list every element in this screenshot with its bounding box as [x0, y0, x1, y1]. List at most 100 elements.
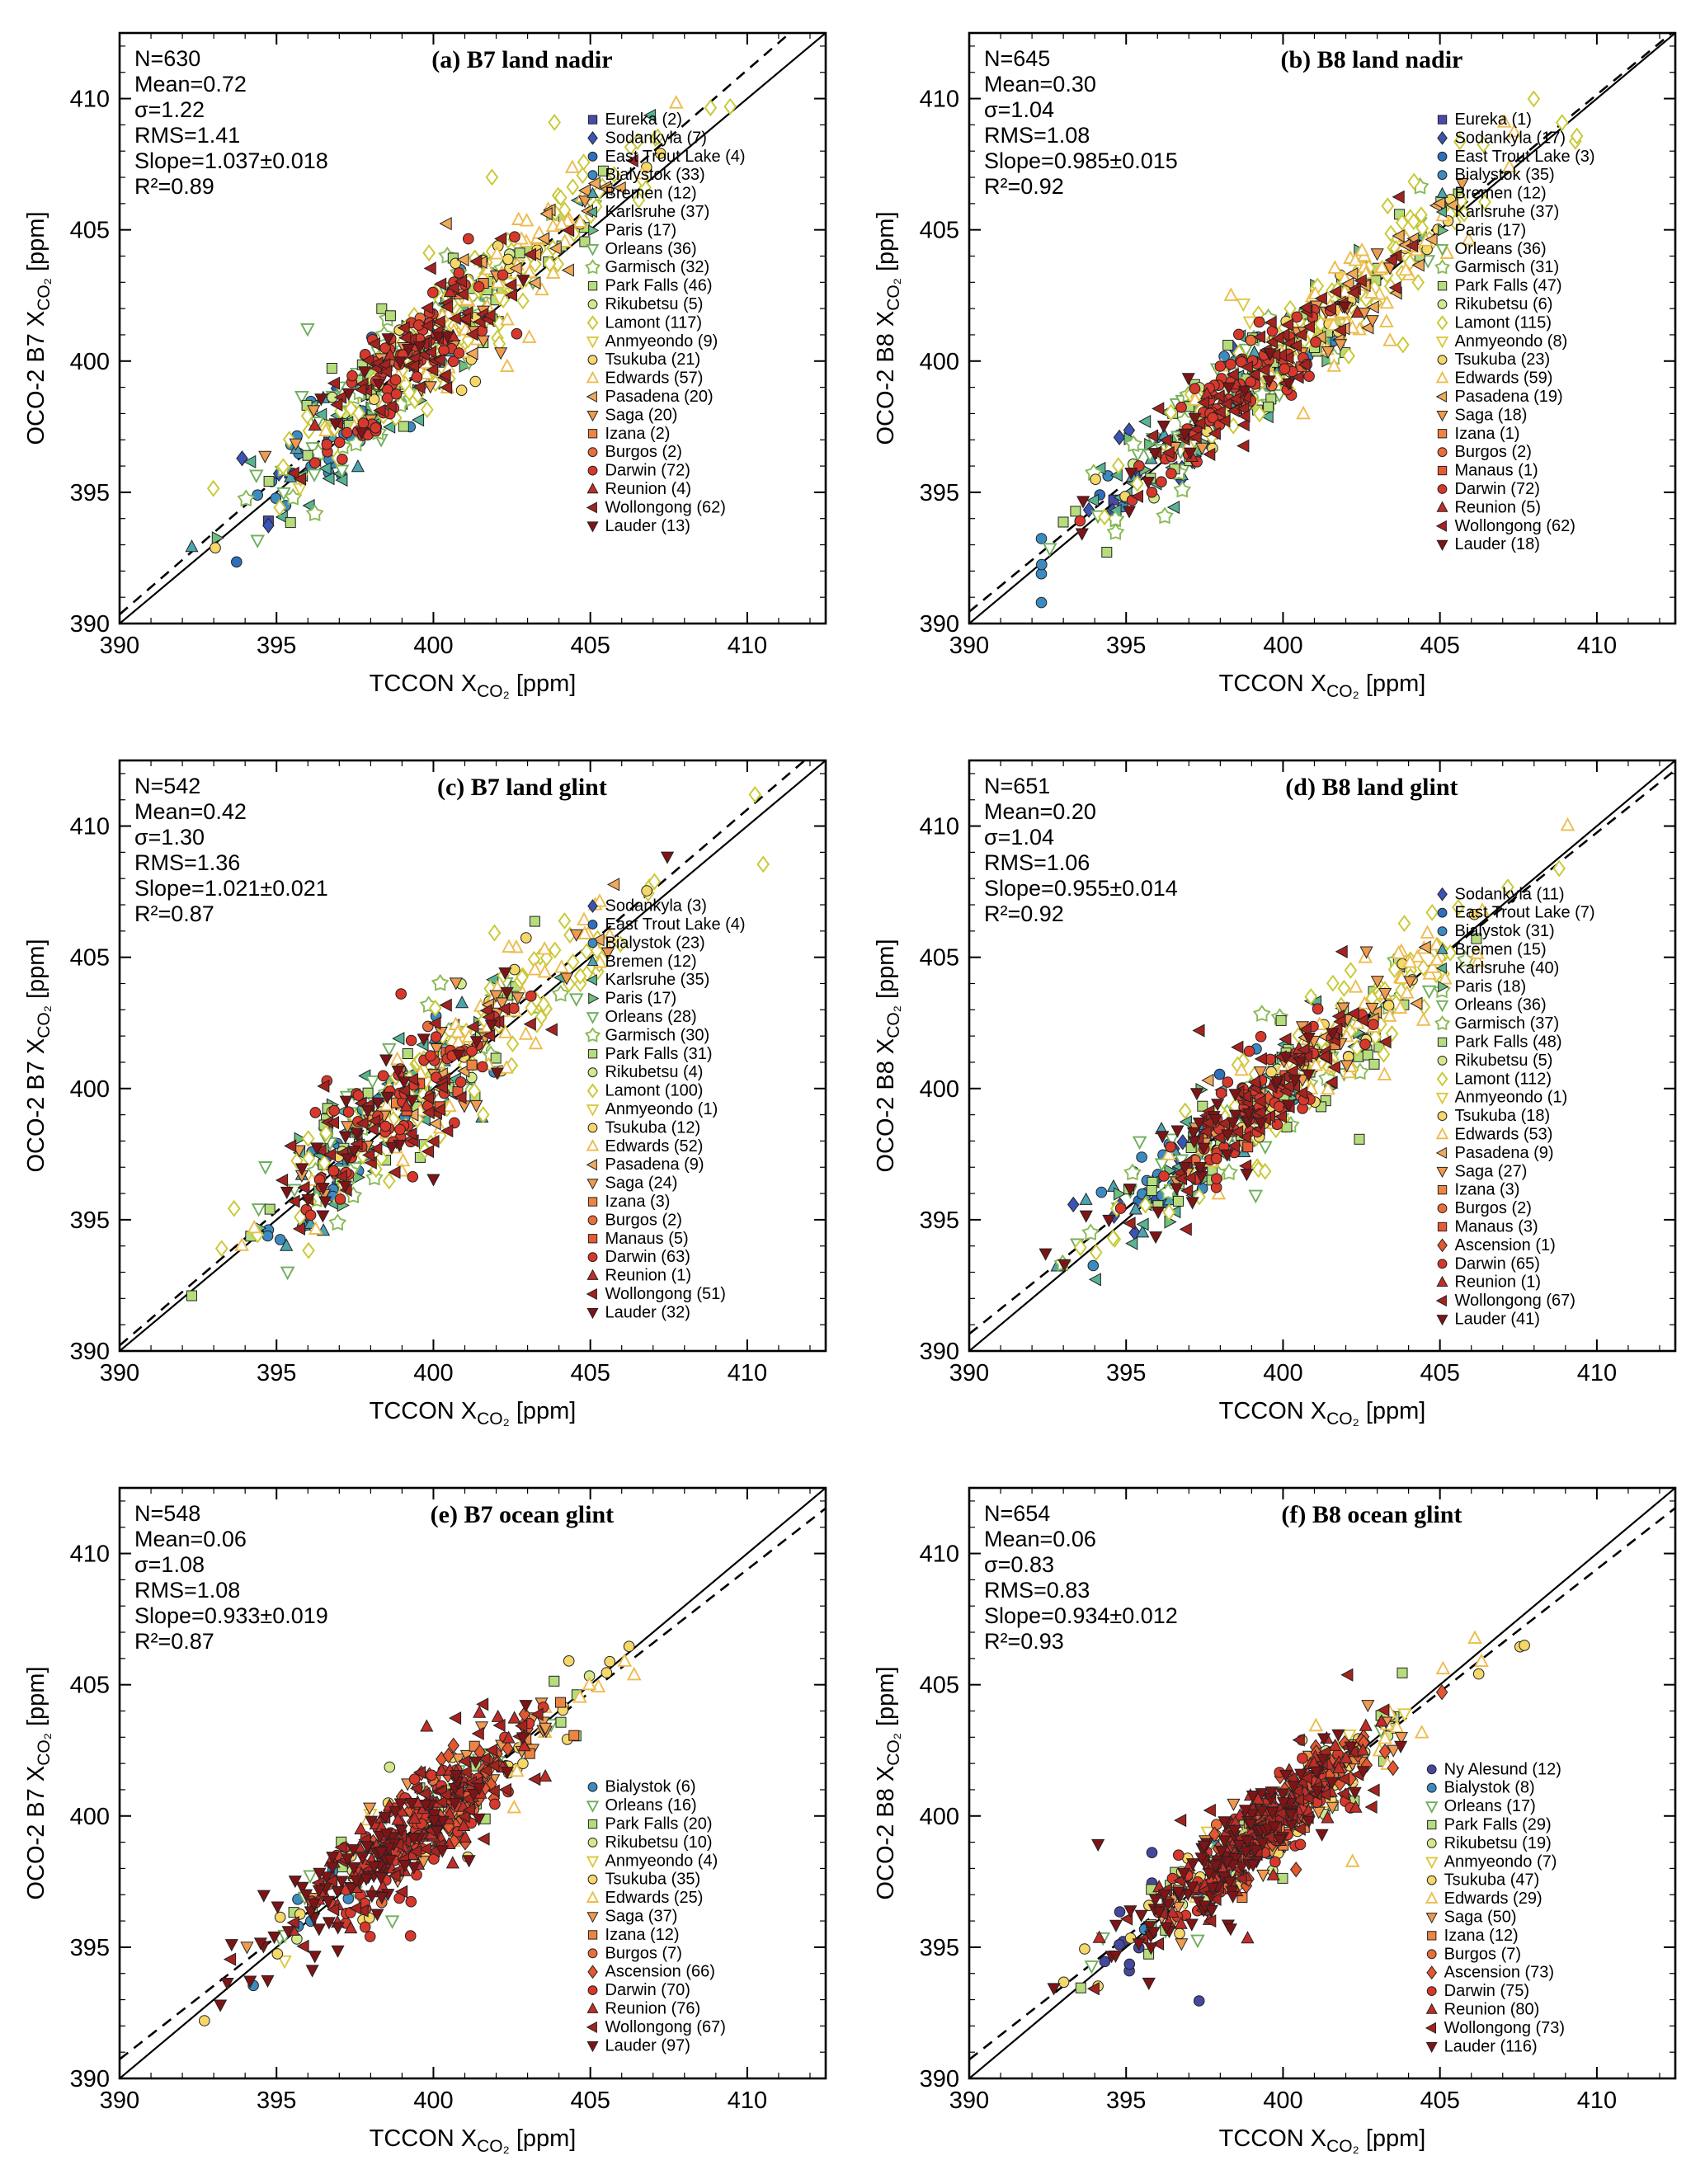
stats-line: Slope=1.037±0.018: [134, 148, 328, 173]
legend-item: Bialystok (8): [1426, 1779, 1535, 1797]
legend-item: Ascension (1): [1437, 1236, 1556, 1254]
legend: Ny Alesund (12)Bialystok (8)Orleans (17)…: [1425, 1760, 1565, 2055]
legend-label: Edwards (57): [605, 369, 704, 388]
stats-line: R²=0.89: [134, 174, 214, 199]
y-tick-label: 410: [920, 1542, 959, 1568]
fit-line: [120, 1507, 826, 2060]
legend-item: Tsukuba (35): [587, 1871, 700, 1889]
legend-label: Ny Alesund (12): [1444, 1760, 1561, 1778]
scatter-layer: [185, 95, 737, 568]
legend-item: Paris (17): [588, 990, 676, 1008]
stats-line: N=542: [134, 774, 200, 798]
y-axis-label: OCO-2 B8 XCO₂ [ppm]: [873, 939, 903, 1172]
stats-line: Mean=0.30: [984, 72, 1096, 96]
y-tick-label: 400: [920, 1076, 959, 1103]
y-axis-label: OCO-2 B7 XCO₂ [ppm]: [23, 211, 54, 445]
legend-label: Lauder (41): [1455, 1310, 1540, 1328]
y-tick-label: 395: [920, 480, 959, 506]
legend-item: Tsukuba (12): [587, 1118, 700, 1137]
legend-item: Garmisch (31): [1434, 258, 1559, 276]
legend-item: Izana (2): [587, 425, 670, 443]
legend-label: Ascension (66): [605, 1963, 715, 1981]
legend-label: Bialystok (6): [605, 1778, 696, 1796]
stats-line: Slope=0.934±0.012: [984, 1603, 1178, 1628]
legend-item: Park Falls (47): [1437, 277, 1562, 295]
legend-label: Saga (18): [1455, 406, 1528, 424]
y-axis-label: OCO-2 B7 XCO₂ [ppm]: [23, 1666, 54, 1899]
legend-label: Rikubetsu (19): [1444, 1834, 1552, 1852]
stats-line: R²=0.93: [984, 1629, 1064, 1654]
stats-line: RMS=1.08: [134, 1578, 240, 1603]
stats-line: RMS=1.41: [134, 123, 240, 148]
panel-title: (d) B8 land glint: [1285, 774, 1458, 801]
y-tick-label: 390: [920, 2066, 959, 2092]
legend-label: Reunion (76): [605, 2000, 701, 2018]
legend-item: Sodankyla (3): [587, 897, 707, 915]
legend-label: Anmyeondo (8): [1455, 332, 1568, 351]
legend-label: Izana (1): [1455, 425, 1520, 443]
scatter-points-lauder: [280, 851, 675, 1223]
panel-c: 390 390 395 395 400 400 405 405 410 410 N=542 Mean=…: [14, 739, 841, 1445]
legend-item: Anmyeondo (9): [586, 332, 718, 351]
legend: Eureka (2)Sodankyla (7)East Trout Lake (…: [585, 111, 746, 535]
stats-line: Slope=1.021±0.021: [134, 876, 328, 901]
y-tick-label: 400: [920, 1804, 959, 1830]
legend-label: Anmyeondo (1): [1455, 1089, 1568, 1107]
stats-line: Slope=0.985±0.015: [984, 148, 1178, 173]
y-tick-label: 395: [70, 1935, 110, 1961]
legend-item: Reunion (1): [586, 1267, 691, 1285]
y-tick-label: 405: [70, 1673, 110, 1699]
legend-label: Saga (27): [1455, 1162, 1528, 1180]
legend-item: Paris (17): [1438, 221, 1526, 239]
legend-item: Edwards (59): [1435, 369, 1552, 388]
stats-line: σ=0.83: [984, 1552, 1054, 1577]
scatter-layer: [186, 786, 770, 1301]
legend-item: Darwin (72): [1437, 480, 1540, 498]
x-tick-label: 410: [728, 633, 767, 659]
legend-label: Reunion (4): [605, 480, 692, 498]
fit-line: [969, 1507, 1675, 2061]
scatter-points-lauder: [1075, 301, 1352, 541]
legend-label: Wollongong (67): [605, 2018, 726, 2036]
legend-label: Edwards (53): [1455, 1125, 1553, 1143]
fit-line: [120, 33, 792, 615]
legend-label: Wollongong (67): [1455, 1292, 1575, 1310]
legend-label: Burgos (2): [605, 1211, 682, 1229]
legend-item: Burgos (7): [1426, 1945, 1521, 1963]
x-tick-label: 400: [1263, 633, 1302, 659]
y-tick-label: 400: [70, 1804, 110, 1830]
stats-line: Mean=0.06: [134, 1527, 247, 1551]
legend-label: Bialystok (35): [1455, 166, 1555, 184]
x-axis-label: TCCON XCO₂ [ppm]: [1219, 2125, 1426, 2156]
legend: Sodankyla (3)East Trout Lake (4)Bialysto…: [585, 897, 746, 1321]
legend-item: Lauder (41): [1436, 1310, 1540, 1328]
legend-item: Bialystok (6): [587, 1778, 696, 1796]
legend-label: Burgos (7): [605, 1944, 682, 1962]
legend-label: Wollongong (73): [1444, 2019, 1565, 2037]
stats-block: N=654Mean=0.06σ=0.83RMS=0.83Slope=0.934±…: [984, 1501, 1178, 1654]
x-tick-label: 390: [949, 2088, 989, 2114]
panel-a: 390 390 395 395 400 400 405 405 410 410 N=630 Mean=…: [14, 12, 841, 718]
x-tick-label: 405: [1420, 1360, 1459, 1386]
legend-label: Bialystok (31): [1455, 922, 1555, 940]
legend-label: Garmisch (30): [605, 1026, 710, 1044]
legend-label: Karlsruhe (37): [605, 203, 710, 221]
legend-label: Izana (12): [605, 1926, 680, 1944]
scatter-points-darwin: [300, 988, 537, 1221]
x-tick-label: 410: [1577, 633, 1617, 659]
legend-label: Garmisch (32): [605, 258, 710, 276]
y-tick-label: 405: [920, 1673, 959, 1699]
legend-label: Wollongong (51): [605, 1285, 726, 1303]
y-tick-label: 395: [920, 1207, 959, 1234]
legend-label: Park Falls (29): [1444, 1815, 1552, 1833]
scatter-points-lauder: [214, 1700, 533, 2012]
stats-line: N=630: [134, 46, 200, 71]
legend-item: Reunion (80): [1425, 2000, 1539, 2018]
legend-label: Pasadena (9): [1455, 1144, 1554, 1162]
legend-item: Rikubetsu (6): [1437, 295, 1552, 313]
legend-item: Burgos (2): [587, 1211, 682, 1229]
panel-d: 390 390 395 395 400 400 405 405 410 410 N=651 Mean=…: [864, 739, 1691, 1445]
legend-label: Burgos (2): [1455, 1199, 1532, 1217]
